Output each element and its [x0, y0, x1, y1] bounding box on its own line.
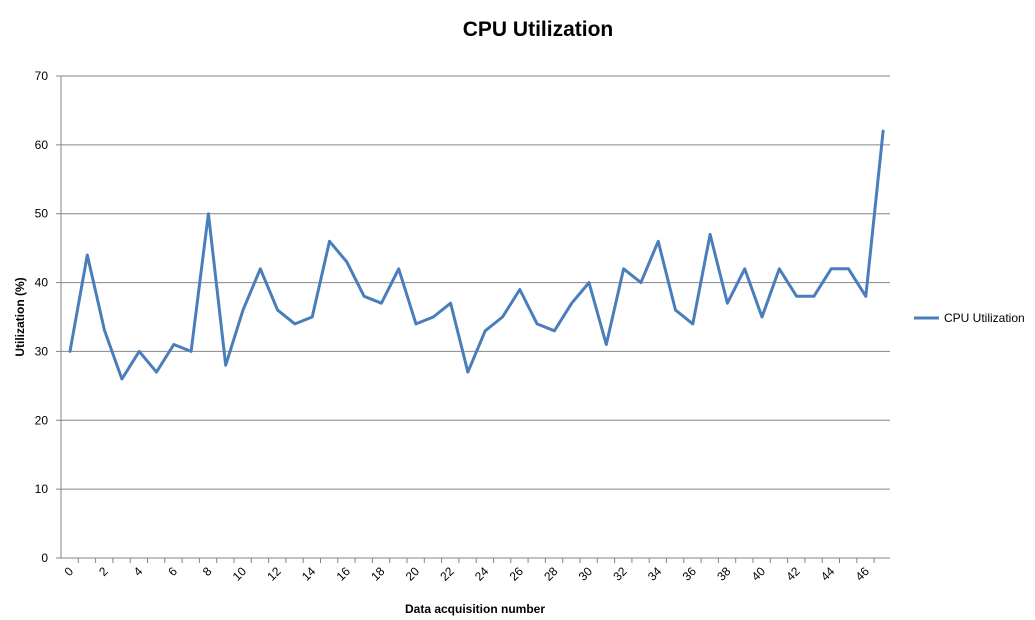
- y-tick-label: 50: [35, 207, 49, 221]
- legend: CPU Utilization: [914, 311, 1025, 325]
- chart-title: CPU Utilization: [463, 18, 614, 41]
- legend-label: CPU Utilization: [944, 311, 1025, 325]
- x-tick-label: 30: [576, 564, 596, 584]
- series-lines: [68, 129, 885, 381]
- x-tick-label: 22: [437, 564, 457, 584]
- x-tick-label: 24: [472, 564, 492, 584]
- y-tick-label: 0: [41, 551, 48, 565]
- series-line-0: [68, 129, 885, 381]
- x-tick-labels: 0 2 4 6 8 10 12 14 16 18 20 22 24 26 28 30 32 34 36 38 40 42 4…: [61, 564, 872, 584]
- y-tick-label: 40: [35, 276, 49, 290]
- x-tick-label: 4: [131, 564, 146, 579]
- x-tick-label: 16: [334, 564, 354, 584]
- x-tick-label: 34: [645, 564, 665, 584]
- x-tick-label: 40: [749, 564, 769, 584]
- x-axis-label: Data acquisition number: [405, 602, 545, 616]
- axes: [56, 75, 890, 563]
- x-tick-label: 38: [714, 564, 734, 584]
- x-tick-label: 36: [680, 564, 700, 584]
- x-tick-label: 8: [200, 564, 215, 579]
- x-tick-label: 20: [403, 564, 423, 584]
- y-tick-label: 70: [35, 69, 49, 83]
- x-tick-label: 44: [818, 564, 838, 584]
- y-tick-label: 60: [35, 138, 49, 152]
- y-tick-label: 30: [35, 344, 49, 358]
- x-tick-label: 6: [165, 564, 180, 579]
- x-tick-label: 32: [610, 564, 630, 584]
- x-tick-label: 46: [853, 564, 873, 584]
- x-tick-label: 18: [368, 564, 388, 584]
- y-tick-labels: 0 10 20 30 40 50 60 70: [35, 69, 49, 565]
- x-tick-label: 14: [299, 564, 319, 584]
- y-tick-label: 20: [35, 413, 49, 427]
- x-tick-label: 28: [541, 564, 561, 584]
- x-tick-label: 26: [507, 564, 527, 584]
- x-tick-label: 12: [264, 564, 284, 584]
- gridlines: [61, 75, 890, 490]
- y-axis-label: Utilization (%): [13, 277, 27, 356]
- x-tick-label: 0: [61, 564, 76, 579]
- y-tick-label: 10: [35, 482, 49, 496]
- x-tick-label: 42: [783, 564, 803, 584]
- x-tick-label: 10: [230, 564, 250, 584]
- x-tick-label: 2: [96, 564, 111, 579]
